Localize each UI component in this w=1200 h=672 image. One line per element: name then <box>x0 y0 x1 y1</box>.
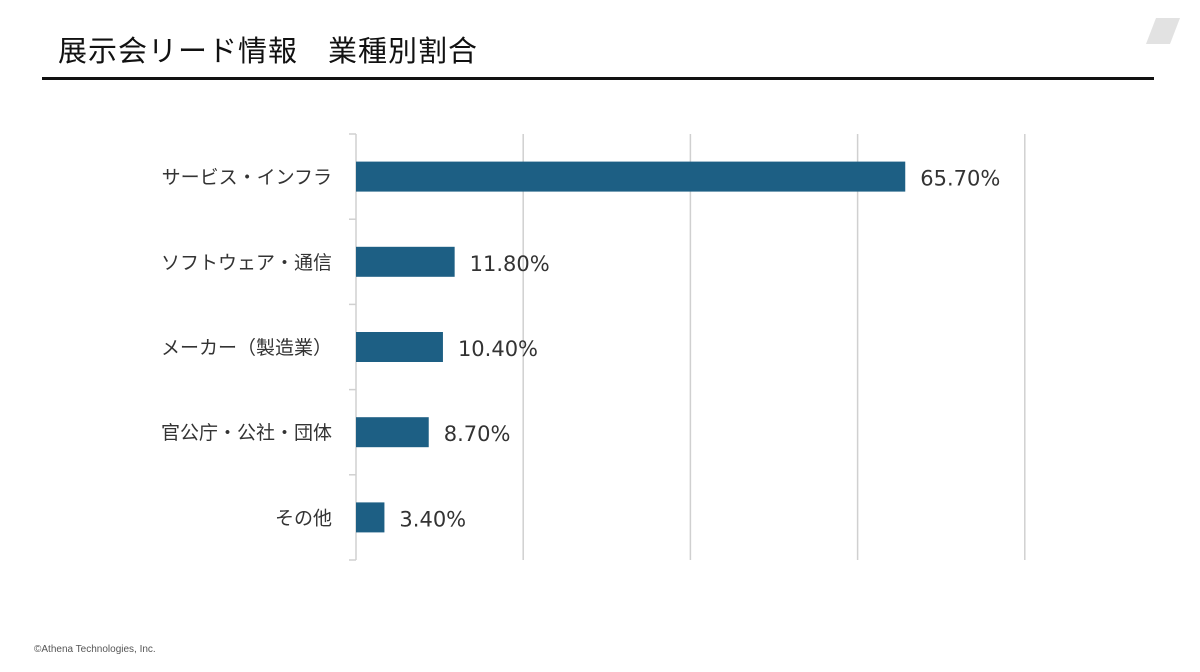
category-label: ソフトウェア・通信 <box>161 252 332 274</box>
bar <box>356 417 429 448</box>
category-label: サービス・インフラ <box>162 167 332 189</box>
gridlines <box>522 134 1026 560</box>
page-title: 展示会リード情報 業種別割合 <box>58 34 479 68</box>
value-labels: 65.70% 11.80% 10.40% 8.70% 3.40% <box>399 167 1000 532</box>
category-label: 官公庁・公社・団体 <box>161 422 332 444</box>
data-label: 65.70% <box>920 167 1000 191</box>
data-label: 11.80% <box>470 252 550 276</box>
parallelogram-logo-icon <box>1146 18 1180 44</box>
data-label: 10.40% <box>458 337 538 361</box>
bars <box>356 161 906 533</box>
bar <box>356 161 906 192</box>
bar <box>356 502 385 533</box>
category-label: その他 <box>275 507 332 529</box>
copyright-footer: ©Athena Technologies, Inc. <box>34 644 156 655</box>
data-label: 3.40% <box>399 507 466 531</box>
category-axis <box>349 133 357 561</box>
category-label: メーカー（製造業） <box>161 337 332 359</box>
bar <box>356 246 455 277</box>
bar <box>356 332 443 362</box>
title-divider <box>42 77 1154 80</box>
data-label: 8.70% <box>444 422 511 446</box>
